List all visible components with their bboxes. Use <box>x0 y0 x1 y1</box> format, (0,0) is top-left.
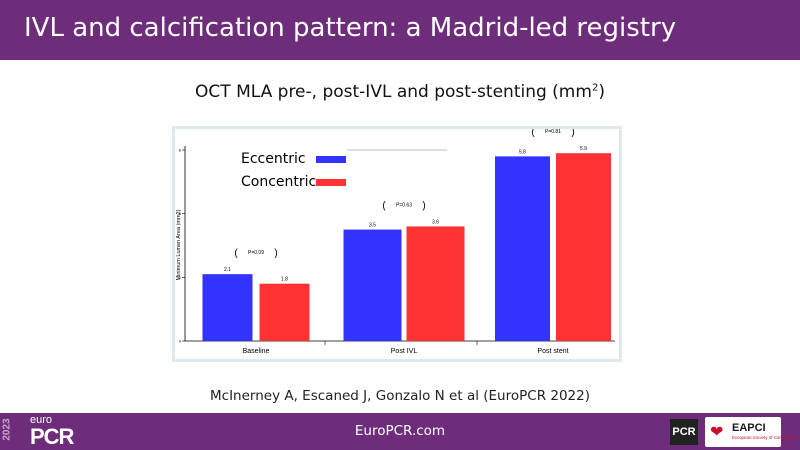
footer-url[interactable]: EuroPCR.com <box>354 423 446 439</box>
bar-chart: 0 2 4 6 Minimum Lumen Area (mm2) 2.1 1.8 Baseli… <box>176 129 615 355</box>
chart-heading-superscript: 2 <box>591 82 599 94</box>
logo-euro-text: euro <box>30 414 53 426</box>
p-value-label: P=0.63 <box>396 202 412 208</box>
slide-title: IVL and calcification pattern: a Madrid-… <box>24 13 677 43</box>
bar-concentric-2 <box>406 226 465 341</box>
legend-swatch-eccentric <box>316 156 346 163</box>
bar-concentric-3 <box>556 153 611 341</box>
p-value-label: P=0.81 <box>545 129 561 135</box>
chart-heading-close: ) <box>598 82 605 102</box>
y-tick-label: 2 <box>179 275 182 280</box>
bar-value-label: 3.5 <box>369 223 376 229</box>
bar-value-label: 2.1 <box>224 267 231 273</box>
bar-concentric-1 <box>259 283 310 341</box>
p-value-bracket-left: ( <box>382 200 386 211</box>
bar-value-label: 3.6 <box>432 219 439 225</box>
chart-heading-text: OCT MLA pre-, post-IVL and post-stenting… <box>195 82 592 102</box>
bar-eccentric-2 <box>343 229 402 341</box>
logo-pcr-text: PCR <box>30 424 74 449</box>
chart-heading: OCT MLA pre-, post-IVL and post-stenting… <box>0 82 800 102</box>
y-tick-label: 0 <box>179 339 182 344</box>
bar-value-label: 5.9 <box>580 146 587 152</box>
footer-bar: 2023 euro PCR EuroPCR.com PCR ❤ EAPCI Eu… <box>0 413 800 450</box>
x-category-label: Post IVL <box>391 348 418 355</box>
eapci-logo: ❤ EAPCI European Society of Cardiology <box>705 417 795 447</box>
x-category-label: Baseline <box>243 348 270 355</box>
p-value-bracket-right: ) <box>274 248 277 259</box>
bar-eccentric-3 <box>495 156 550 341</box>
p-value-label: P=0.09 <box>248 250 264 256</box>
p-value-bracket-right: ) <box>422 200 425 211</box>
p-value-bracket-left: ( <box>234 248 238 259</box>
heart-icon: ❤ <box>710 424 724 441</box>
p-value-bracket-right: ) <box>571 129 574 138</box>
eapci-logo-subtext: European Society of Cardiology <box>732 435 796 440</box>
x-category-label: Post stent <box>537 348 568 355</box>
legend-label-eccentric: Eccentric <box>241 151 306 167</box>
chart-frame: 0 2 4 6 Minimum Lumen Area (mm2) 2.1 1.8 Baseli… <box>172 126 622 362</box>
eapci-logo-text: EAPCI <box>732 422 766 434</box>
y-tick-label: 4 <box>179 211 182 216</box>
y-tick-label: 6 <box>179 148 182 153</box>
citation: McInerney A, Escaned J, Gonzalo N et al … <box>210 388 590 404</box>
p-value-bracket-left: ( <box>531 129 535 138</box>
y-axis-label: Minimum Lumen Area (mm2) <box>176 209 182 280</box>
bar-value-label: 5.8 <box>519 149 526 155</box>
legend-swatch-concentric <box>316 179 346 186</box>
pcr-badge-logo: PCR <box>670 419 698 445</box>
bar-eccentric-1 <box>202 274 253 341</box>
header-bar: IVL and calcification pattern: a Madrid-… <box>0 0 800 60</box>
bar-value-label: 1.8 <box>281 277 288 283</box>
legend-label-concentric: Concentric <box>241 174 317 190</box>
